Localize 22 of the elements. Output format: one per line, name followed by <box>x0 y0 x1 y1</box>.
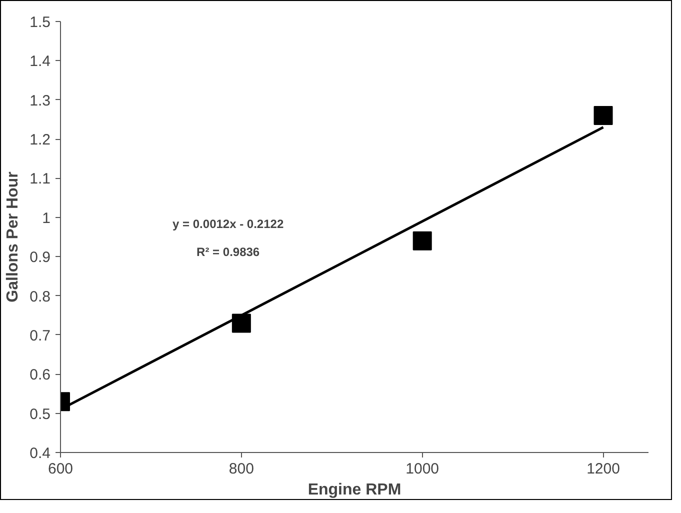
point <box>412 231 432 250</box>
y-tick-label: 1.1 <box>30 170 51 188</box>
y-tick-label: 1 <box>42 210 50 227</box>
point <box>594 106 613 126</box>
annotation: R² = 0.9836 <box>196 245 260 260</box>
y-tick-label: 1.4 <box>30 53 51 70</box>
y-tick-label: 0.6 <box>30 366 51 384</box>
y-tick-label: 0.5 <box>30 406 51 423</box>
annotation: y = 0.0012x - 0.2122 <box>172 217 284 232</box>
x-axis-title: Engine RPM <box>308 482 402 498</box>
y-tick-label: 0.9 <box>30 249 51 266</box>
y-tick-label: 0.7 <box>30 327 51 344</box>
y-tick-label: 0.4 <box>30 445 51 462</box>
y-axis-title: Gallons Per Hour <box>4 172 22 302</box>
y-tick-label: 1.5 <box>30 14 51 31</box>
x-tick-label: 1200 <box>586 460 620 478</box>
y-tick-label: 0.8 <box>30 288 51 306</box>
y-tick-label: 1.2 <box>30 132 51 149</box>
x-tick-label: 600 <box>48 460 74 478</box>
x-tick-label: 800 <box>228 460 254 478</box>
x-tick-label: 1000 <box>406 460 440 478</box>
y-tick-label: 1.3 <box>30 92 51 110</box>
